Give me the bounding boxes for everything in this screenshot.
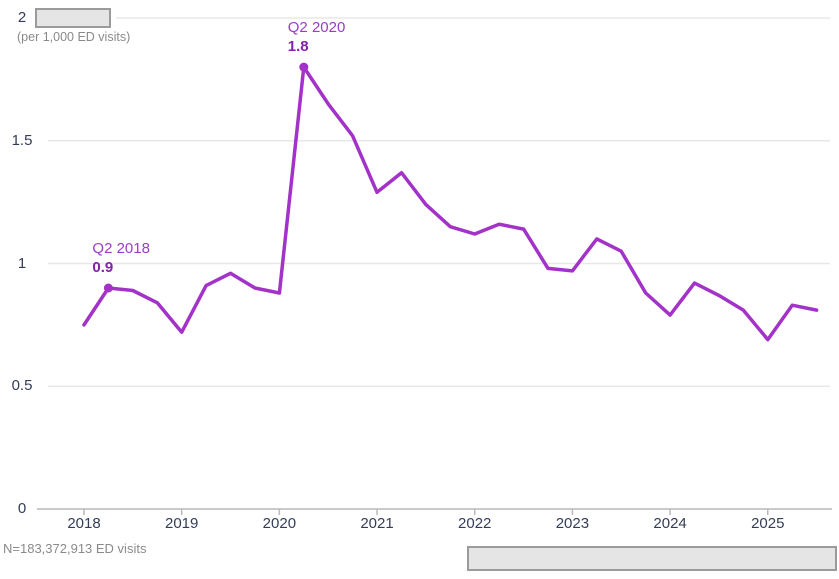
x-tick-label: 2021 (360, 515, 394, 532)
y-tick-label: 0 (17, 500, 27, 517)
y-tick-label: 0.5 (11, 377, 33, 395)
annotation-value: 1.8 (287, 38, 309, 56)
x-tick-label: 2023 (555, 515, 590, 532)
x-tick-label: 2022 (458, 515, 492, 532)
y-tick-label: 1 (17, 254, 27, 272)
redacted-source-box (467, 546, 837, 571)
x-tick-label: 2018 (67, 515, 101, 532)
x-tick-label: 2019 (164, 515, 199, 532)
annotation-value: 0.9 (92, 259, 114, 277)
data-point-marker (103, 283, 113, 293)
x-tick-label: 2025 (751, 515, 785, 532)
y-tick-label: 2 (17, 9, 27, 26)
redacted-legend-box (35, 8, 111, 28)
x-tick-label: 2020 (262, 515, 297, 532)
annotation-label: Q2 2018 (92, 240, 150, 258)
unit-label: (per 1,000 ED visits) (17, 30, 131, 44)
annotation-q2-2020: Q2 2020 1.8 (288, 18, 346, 56)
annotation-q2-2018: Q2 2018 0.9 (92, 239, 150, 277)
trend-line (82, 65, 819, 342)
y-tick-label: 1.5 (11, 131, 33, 149)
data-point-marker (299, 62, 309, 72)
footnote-n-count: N=183,372,913 ED visits (3, 541, 147, 556)
x-axis-labels: 2018 2019 2020 2021 2022 2023 2024 2025 (0, 515, 839, 535)
annotation-label: Q2 2020 (287, 19, 346, 37)
x-tick-label: 2024 (653, 515, 687, 532)
